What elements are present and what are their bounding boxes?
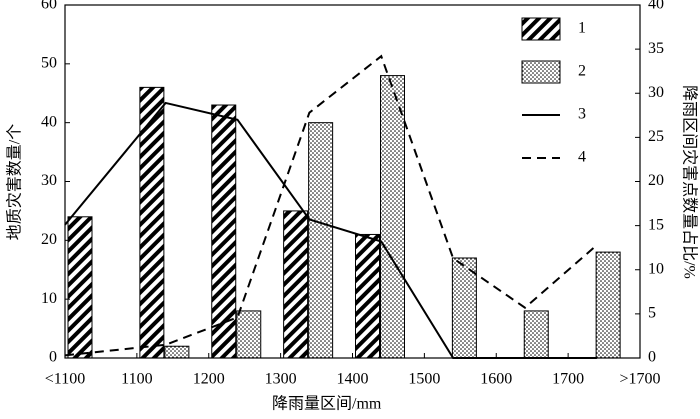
bar (595, 251, 621, 359)
bar (236, 310, 262, 359)
y2-tick-label: 10 (648, 260, 664, 277)
y-tick-label: 30 (41, 172, 57, 189)
bar (523, 310, 549, 359)
line-series (64, 54, 598, 357)
y2-tick-label: 15 (648, 216, 664, 233)
legend-swatch (521, 17, 561, 41)
bar (283, 210, 309, 359)
bar (164, 345, 190, 359)
y2-axis-title: 降雨区间灾害点数量占比/% (680, 85, 698, 279)
bar (380, 75, 405, 359)
legend-label: 1 (578, 20, 586, 37)
y2-tick-label: 40 (648, 0, 664, 13)
x-tick-label: 1300 (265, 371, 297, 388)
legend-swatch (521, 60, 561, 84)
y2-tick-label: 30 (648, 84, 664, 101)
x-tick-label: 1200 (193, 371, 225, 388)
y2-tick-label: 35 (648, 40, 664, 57)
legend-label: 3 (578, 106, 586, 123)
y-tick-label: 40 (41, 113, 57, 130)
x-tick-label: 1500 (408, 371, 440, 388)
x-tick-label: 1100 (121, 371, 152, 388)
bar (211, 104, 237, 359)
x-tick-label: 1700 (552, 371, 584, 388)
y-tick-label: 0 (49, 349, 57, 366)
x-tick-label: 1400 (337, 371, 369, 388)
x-tick-label: <1100 (45, 371, 85, 388)
legend-label: 4 (578, 149, 586, 166)
bar (67, 216, 93, 359)
bar (139, 86, 165, 359)
y2-tick-label: 5 (648, 305, 656, 322)
y-tick-label: 10 (41, 290, 57, 307)
x-tick-label: >1700 (619, 371, 660, 388)
y-tick-label: 50 (41, 55, 57, 72)
y2-tick-label: 0 (648, 349, 656, 366)
y-axis-title: 地质灾害数量/个 (6, 124, 24, 240)
x-axis-title: 降雨量区间/mm (272, 395, 382, 413)
legend-label: 2 (578, 63, 586, 80)
y2-tick-label: 25 (648, 128, 664, 145)
x-tick-label: 1600 (480, 371, 512, 388)
y-tick-label: 60 (41, 0, 57, 13)
y2-tick-label: 20 (648, 172, 664, 189)
bar (308, 122, 334, 359)
y-tick-label: 20 (41, 231, 57, 248)
bar (451, 257, 477, 359)
bar (355, 233, 380, 359)
